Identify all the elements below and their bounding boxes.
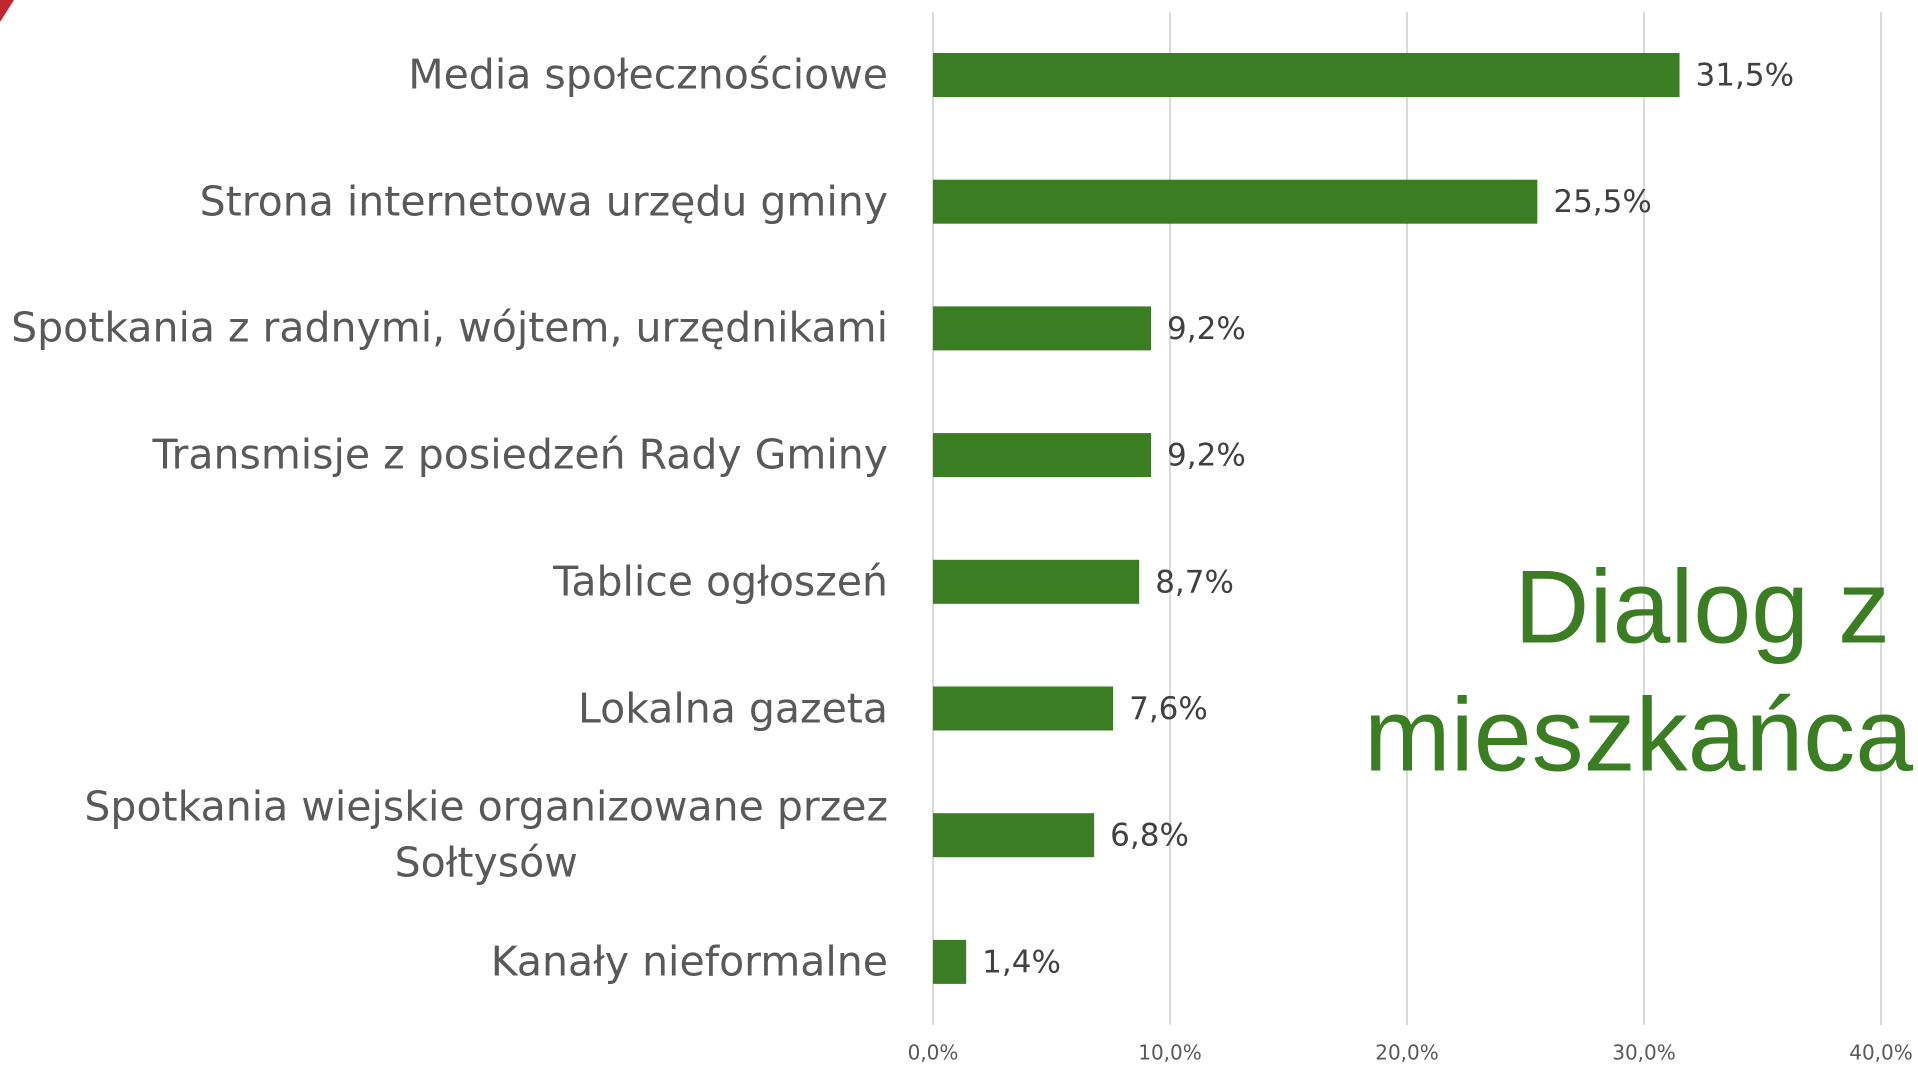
value-label: 9,2% xyxy=(1167,438,1246,474)
bar xyxy=(933,179,1538,224)
value-label: 6,8% xyxy=(1110,818,1189,854)
x-tick-label: 20,0% xyxy=(1375,1041,1439,1065)
x-tick-label: 10,0% xyxy=(1138,1041,1202,1065)
x-tick-label: 40,0% xyxy=(1849,1041,1913,1065)
category-label: Strona internetowa urzędu gminy xyxy=(199,177,888,226)
value-label: 25,5% xyxy=(1553,184,1651,220)
category-label-box: Spotkania z radnymi, wójtem, urzędnikami xyxy=(11,301,888,356)
category-label-box: Spotkania wiejskie organizowane przez So… xyxy=(84,780,888,891)
corner-decoration xyxy=(0,0,14,22)
category-label: Spotkania wiejskie organizowane przez So… xyxy=(84,782,888,887)
value-label: 8,7% xyxy=(1155,564,1234,600)
category-label-box: Transmisje z posiedzeń Rady Gminy xyxy=(153,427,889,482)
bar xyxy=(933,433,1152,478)
bar xyxy=(933,686,1114,731)
bar xyxy=(933,939,967,984)
category-label-box: Media społecznościowe xyxy=(408,47,888,102)
bar xyxy=(933,53,1680,97)
value-label: 7,6% xyxy=(1129,691,1208,727)
category-label-box: Strona internetowa urzędu gminy xyxy=(200,174,888,229)
category-label-box: Lokalna gazeta xyxy=(578,681,888,736)
category-label: Lokalna gazeta xyxy=(578,683,888,732)
value-label: 31,5% xyxy=(1696,58,1794,94)
category-label-box: Kanały nieformalne xyxy=(491,934,888,989)
category-label: Kanały nieformalne xyxy=(490,937,888,986)
annotation-title: mieszkańca xyxy=(1364,677,1913,793)
category-label: Media społecznościowe xyxy=(408,50,888,99)
x-tick-label: 30,0% xyxy=(1612,1041,1676,1065)
category-label: Tablice ogłoszeń xyxy=(553,557,888,606)
category-label: Spotkania z radnymi, wójtem, urzędnikami xyxy=(11,303,888,352)
annotation-title: Dialog z xyxy=(1514,549,1890,665)
x-tick-label: 0,0% xyxy=(908,1041,959,1065)
value-label: 1,4% xyxy=(982,944,1061,980)
bar xyxy=(933,559,1140,604)
bar xyxy=(933,813,1095,858)
category-label: Transmisje z posiedzeń Rady Gminy xyxy=(152,430,889,479)
value-label: 9,2% xyxy=(1167,311,1246,347)
bar xyxy=(933,306,1152,351)
category-label-box: Tablice ogłoszeń xyxy=(553,554,888,609)
